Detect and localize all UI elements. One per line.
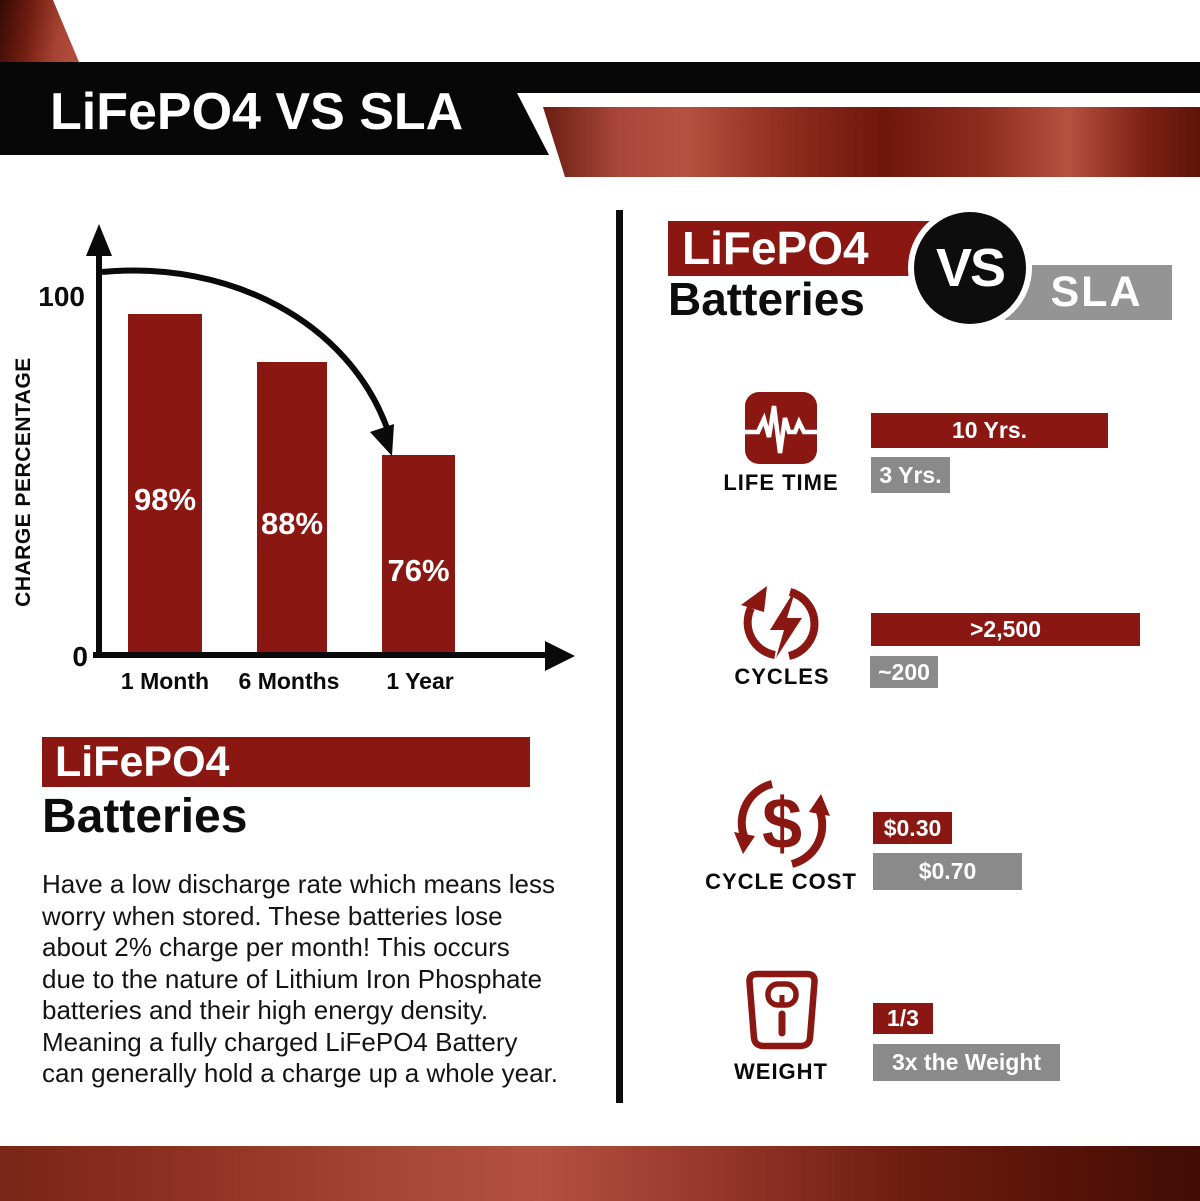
bar-value-label: 88% [260,506,324,541]
dollar-cycle-icon: $ [734,778,830,875]
lifepo4-cycles-bar: >2,500 [871,613,1140,646]
y-tick-0: 0 [72,641,88,672]
weight-scale-icon [744,970,820,1055]
vertical-divider [616,210,623,1103]
sla-lifetime-bar: 3 Yrs. [871,457,950,493]
cycle-bolt-icon [740,580,824,669]
batteries-heading: Batteries [42,790,248,843]
svg-text:$: $ [762,784,802,864]
sla-cost-bar: $0.70 [873,853,1022,890]
row-label-life-time: LIFE TIME [723,470,839,495]
paragraph-line: due to the nature of Lithium Iron Phosph… [42,963,543,994]
sla-label: SLA [1050,268,1143,316]
x-tick-1-year: 1 Year [386,668,454,694]
chart-bar-6-months: 88% [257,362,327,658]
y-tick-100: 100 [38,281,85,312]
chart-bar-1-year: 76% [382,455,455,658]
bar-value-label: 98% [133,482,197,517]
heartbeat-icon [744,392,818,469]
lifepo4-lifetime-bar: 10 Yrs. [871,413,1108,448]
y-axis-title: CHARGE PERCENTAGE [12,357,35,607]
bottom-red-band-decoration [0,1146,1200,1201]
paragraph-line: about 2% charge per month! This occurs [42,932,510,962]
right-lifepo4-banner: LiFePO4 [668,221,930,276]
lifepo4-weight-bar: 1/3 [873,1003,933,1034]
description-paragraph: Have a low discharge rate which means le… [42,869,582,1090]
vs-label: VS [935,238,1006,298]
paragraph-line: Have a low discharge rate which means le… [42,869,556,899]
row-label-cycle-cost: CYCLE COST [705,869,857,894]
row-label-weight: WEIGHT [734,1059,828,1084]
chart-bar-1-month: 98% [128,314,202,658]
right-lifepo4-label: LiFePO4 [682,222,869,274]
y-axis-arrowhead [86,224,112,256]
sla-cycles-bar: ~200 [870,656,938,688]
page-title: LiFePO4 VS SLA [50,83,464,141]
sla-banner: SLA [1005,265,1172,320]
lifepo4-cost-bar: $0.30 [873,812,952,844]
corner-ribbon-decoration [0,0,79,62]
sla-weight-bar: 3x the Weight [873,1044,1060,1081]
paragraph-line: can generally hold a charge up a whole y… [42,1058,559,1088]
row-label-cycles: CYCLES [734,664,830,689]
curve-arrowhead [370,424,394,456]
top-red-band-decoration [543,107,1200,177]
lifepo4-banner: LiFePO4 [42,737,530,787]
x-axis-arrowhead [545,641,575,671]
right-batteries-heading: Batteries [668,273,865,325]
paragraph-line: worry when stored. These batteries lose [42,900,503,931]
x-tick-6-months: 6 Months [238,668,340,694]
lifepo4-banner-label: LiFePO4 [55,738,230,786]
paragraph-line: Meaning a fully charged LiFePO4 Battery [42,1026,518,1057]
paragraph-line: batteries and their high energy density. [42,995,489,1025]
x-tick-1-month: 1 Month [120,668,210,694]
vs-badge: VS [914,212,1026,324]
bar-value-label: 76% [387,552,450,588]
